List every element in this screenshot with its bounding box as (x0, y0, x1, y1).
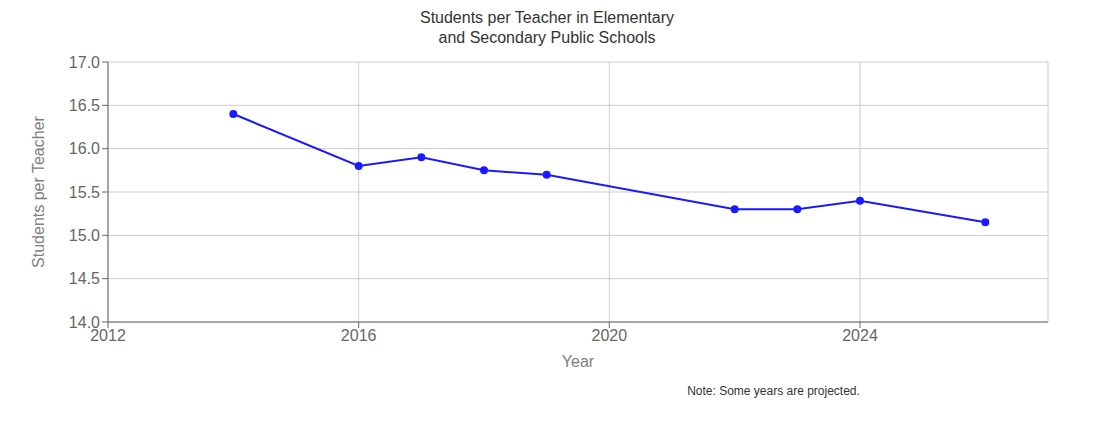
svg-text:16.5: 16.5 (69, 97, 100, 114)
html-text:and Secondary Public Schools: and Secondary Public Schools (438, 29, 656, 46)
svg-text:16.0: 16.0 (69, 140, 100, 157)
svg-text:15.0: 15.0 (69, 227, 100, 244)
svg-text:2024: 2024 (842, 327, 878, 344)
svg-text:2016: 2016 (341, 327, 377, 344)
svg-text:2012: 2012 (90, 327, 126, 345)
svg-text:14.0: 14.0 (69, 314, 100, 331)
svg-text:15.5: 15.5 (69, 184, 100, 201)
html-text:Note: Some years are projected: Note: Some years are projected. (687, 384, 860, 398)
svg-text:Students per Teacher: Students per Teacher (30, 115, 47, 267)
svg-text:2020: 2020 (592, 327, 628, 344)
html-text:Students per Teacher in Elemen: Students per Teacher in Elementary (420, 9, 674, 26)
svg-text:17.0: 17.0 (69, 54, 100, 71)
svg-text:Year: Year (562, 353, 595, 370)
svg-text:14.5: 14.5 (69, 270, 100, 287)
